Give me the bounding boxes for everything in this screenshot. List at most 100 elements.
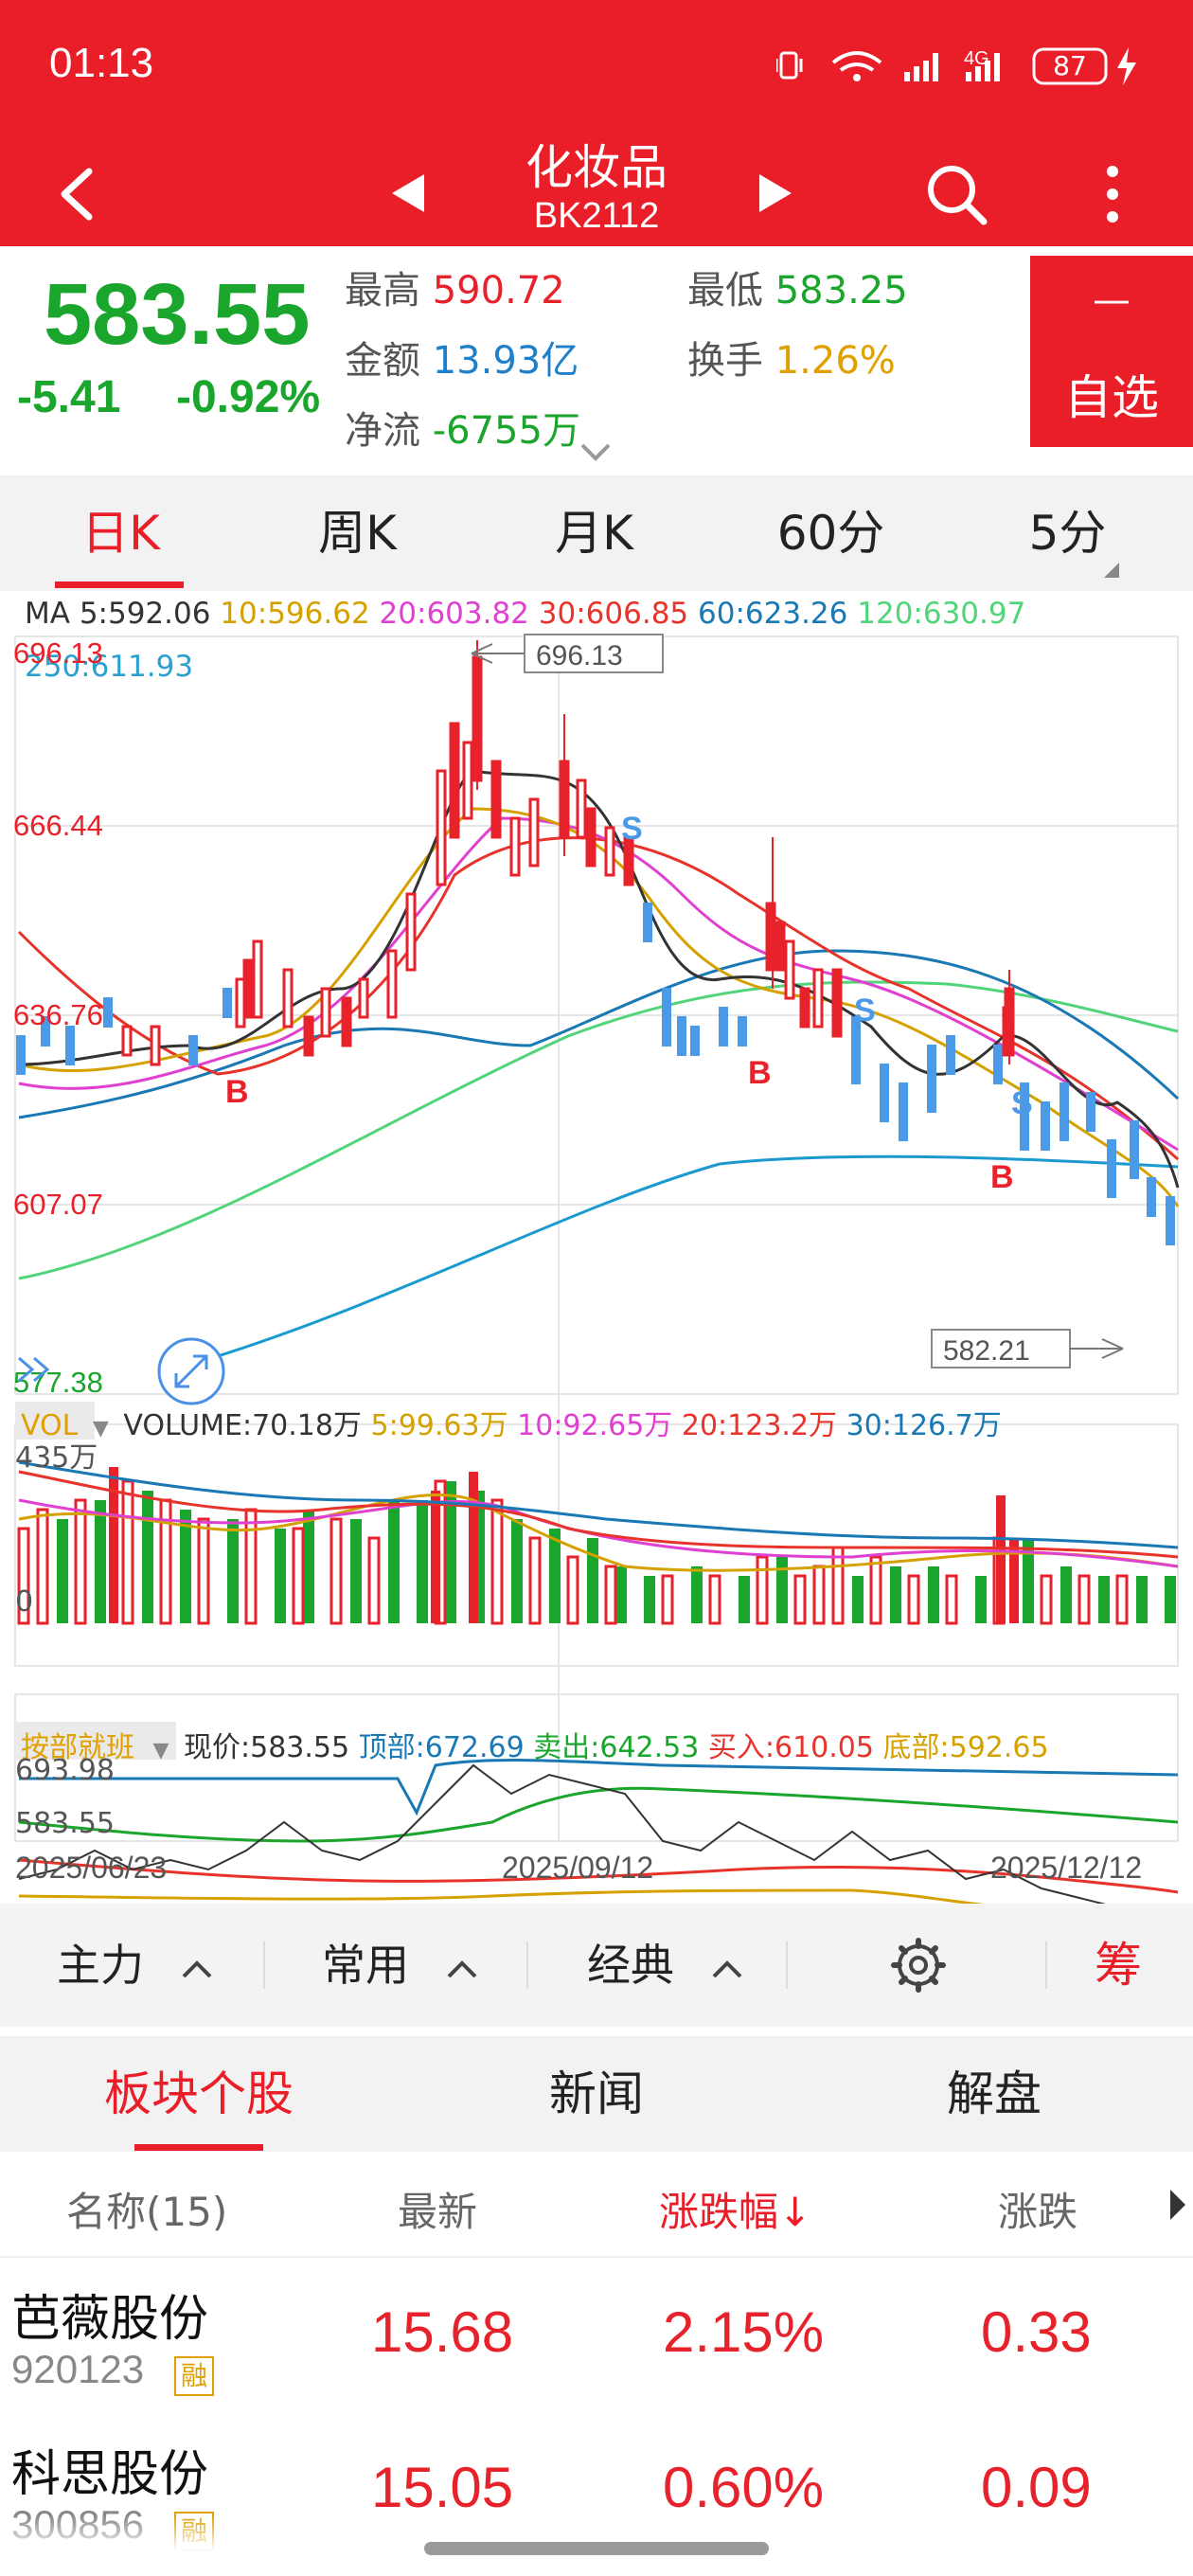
buy-line: [18, 1858, 1179, 1894]
chevron-up-icon: [712, 1960, 742, 1978]
indicator-current: 现价:583.55: [184, 1731, 350, 1764]
vol-ma20-line: [18, 1470, 1179, 1559]
vol-ma5-value: 5:99.63万: [370, 1409, 508, 1442]
indicator-top: 顶部:672.69: [358, 1731, 525, 1764]
tab-news[interactable]: 新闻: [549, 2066, 644, 2121]
ma250-line: [179, 1154, 1179, 1369]
period-tabs: 日K 周K 月K 60分 5分: [0, 475, 1193, 591]
stock-name: 芭薇股份: [11, 2291, 209, 2348]
settings-button[interactable]: [881, 1932, 956, 1998]
ma5-value: 5:592.06: [79, 597, 211, 631]
search-button[interactable]: [914, 156, 999, 232]
tab-month[interactable]: 月K: [555, 506, 633, 561]
low-value: 583.25: [775, 269, 908, 313]
stock-chg: 0.33: [981, 2300, 1092, 2364]
active-tab-indicator: [55, 581, 184, 588]
prev-sector-button[interactable]: [379, 160, 436, 226]
tab-60min[interactable]: 60分: [776, 506, 885, 561]
candles-falling: [16, 903, 1175, 1245]
col-chg[interactable]: 涨跌: [998, 2189, 1078, 2235]
volume-ma-lines: [18, 1460, 1179, 1572]
indicator-lines: [18, 1759, 1179, 1904]
col-latest[interactable]: 最新: [398, 2189, 478, 2235]
ma120-value: 120:630.97: [857, 597, 1026, 631]
more-button[interactable]: [1079, 156, 1146, 232]
divider: [786, 1941, 788, 1989]
signal-s-3: S: [1011, 1085, 1033, 1121]
table-row[interactable]: 芭薇股份 920123 融 15.68 2.15% 0.33: [0, 2258, 1193, 2421]
tab-week[interactable]: 周K: [318, 506, 397, 561]
chevron-up-icon: [182, 1960, 212, 1978]
tool-main-label: 主力: [57, 1940, 144, 1991]
stock-pct: 0.60%: [663, 2456, 825, 2519]
vol-tag[interactable]: VOL: [21, 1409, 79, 1442]
date-mid: 2025/09/12: [502, 1851, 654, 1885]
battery-level: 87: [1053, 50, 1087, 81]
status-icons: 4G 87: [775, 42, 1174, 89]
tool-common-label: 常用: [322, 1940, 409, 1991]
indicator-axis-bottom: 583.55: [15, 1807, 115, 1840]
volume-legend: VOL ▼ VOLUME:70.18万 5:99.63万 10:92.65万 2…: [21, 1402, 1002, 1443]
tool-common[interactable]: 常用: [322, 1932, 478, 1998]
sector-code: BK2112: [533, 196, 660, 236]
date-end: 2025/12/12: [990, 1851, 1143, 1885]
vol-ma20-value: 20:123.2万: [681, 1409, 838, 1442]
col-pct[interactable]: 涨跌幅↓: [659, 2189, 812, 2235]
watchlist-button[interactable]: — 自选: [1030, 256, 1193, 447]
tool-classic[interactable]: 经典: [587, 1932, 743, 1998]
tab-sector-stocks[interactable]: 板块个股: [104, 2066, 294, 2121]
chips-button[interactable]: 筹: [1095, 1938, 1142, 1993]
high-value: 590.72: [432, 269, 565, 313]
price-axis-label: 607.07: [13, 1188, 103, 1221]
expand-button[interactable]: [579, 441, 612, 466]
next-sector-button[interactable]: [748, 160, 805, 226]
ma5-line: [18, 769, 1180, 1189]
margin-badge: 融: [174, 2356, 214, 2396]
tab-day[interactable]: 日K: [81, 506, 160, 561]
divider: [263, 1941, 265, 1989]
price-axis-label: 577.38: [13, 1366, 103, 1399]
price-axis-label: 666.44: [13, 809, 103, 842]
high-stat: 最高 590.72: [345, 259, 565, 314]
indicator-legend: 按部就班 ▼ 现价:583.55 顶部:672.69 卖出:642.53 买入:…: [21, 1724, 1049, 1765]
indicator-bottom: 底部:592.65: [882, 1731, 1049, 1764]
netflow-stat: 净流 -6755万: [345, 400, 580, 455]
back-button[interactable]: [38, 156, 114, 232]
indicator-name[interactable]: 按部就班: [21, 1731, 134, 1764]
gear-icon: [891, 1938, 946, 1993]
vol-axis-bottom: 0: [15, 1585, 34, 1619]
low-label: 最低: [687, 269, 763, 313]
stock-name: 科思股份: [11, 2446, 209, 2503]
price-line: [18, 1763, 1107, 1904]
tool-main[interactable]: 主力: [57, 1932, 213, 1998]
kline-chart[interactable]: MA 5:592.06 10:596.62 20:603.82 30:606.8…: [0, 591, 1193, 1904]
signal-b-1: B: [748, 1055, 772, 1091]
price-axis-label: 636.76: [13, 998, 103, 1031]
indicator-buy: 买入:610.05: [707, 1731, 874, 1764]
svg-text:4G: 4G: [964, 48, 989, 69]
ma250-value: 250:611.93: [25, 650, 194, 684]
home-indicator[interactable]: [424, 2542, 769, 2555]
low-stat: 最低 583.25: [687, 259, 908, 314]
stock-pct: 2.15%: [663, 2300, 825, 2364]
tab-5min[interactable]: 5分: [1028, 506, 1107, 561]
kline-svg: S B S B S B 696.13 666.44 636.76 607.07 …: [13, 634, 1180, 1904]
watch-sign: —: [1093, 278, 1131, 322]
ma30-line: [17, 836, 1179, 1161]
stock-code: 920123: [11, 2347, 145, 2391]
candles: [16, 640, 1175, 1245]
stock-price: 15.05: [371, 2456, 514, 2519]
stock-chg: 0.09: [981, 2456, 1092, 2519]
chevron-down-icon: [580, 443, 611, 461]
col-name[interactable]: 名称(15): [66, 2189, 228, 2235]
scroll-right-icon[interactable]: [1168, 2188, 1187, 2222]
price-axis: 696.13 666.44 636.76 607.07 577.38: [13, 636, 103, 1399]
tab-analysis[interactable]: 解盘: [947, 2066, 1042, 2121]
low-marker: 582.21: [931, 1329, 1124, 1368]
more-vertical-icon: [1107, 166, 1118, 223]
vol-ma30-line: [18, 1460, 1179, 1549]
nav-bar: 化妆品 BK2112: [0, 137, 1193, 246]
vol-ma10-value: 10:92.65万: [517, 1409, 673, 1442]
search-icon: [928, 166, 988, 225]
netflow-label: 净流: [345, 409, 420, 453]
